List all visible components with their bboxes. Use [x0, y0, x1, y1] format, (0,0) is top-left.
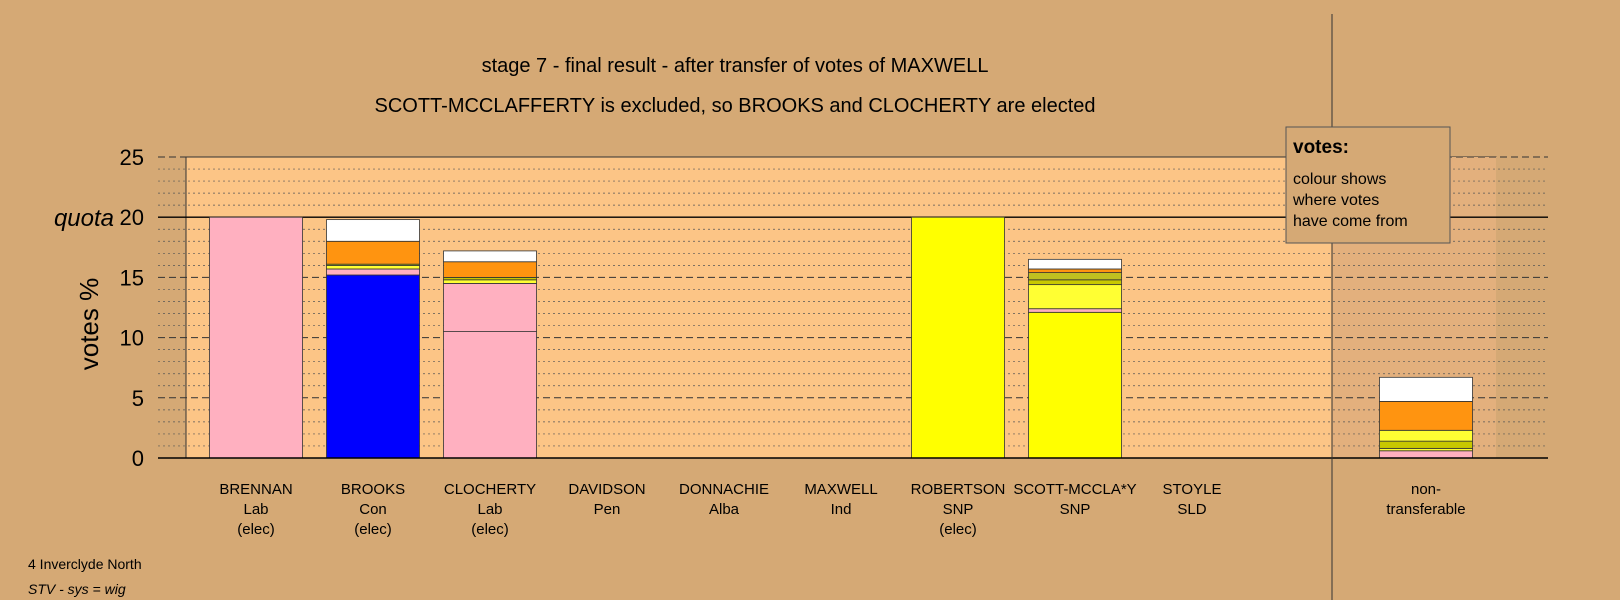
- category-party-label: Ind: [831, 501, 852, 518]
- y-axis-label: votes %: [74, 278, 104, 371]
- category-party-label: Lab: [477, 501, 502, 518]
- y-tick-label: 0: [132, 446, 144, 471]
- bar-segment: [911, 216, 1005, 459]
- system-label: STV - sys = wig: [28, 581, 126, 597]
- bar-segment: [1379, 450, 1473, 459]
- bar-segment: [443, 250, 537, 263]
- legend-line-3: have come from: [1293, 213, 1408, 230]
- chart-title: stage 7 - final result - after transfer …: [482, 55, 989, 77]
- chart-subtitle: SCOTT-MCCLAFFERTY is excluded, so BROOKS…: [375, 95, 1096, 117]
- right-margin-panel: [1496, 157, 1548, 458]
- bar-segment: [1028, 308, 1122, 313]
- bar-segment: [326, 274, 420, 459]
- category-party-label: SNP: [1060, 501, 1091, 518]
- bar-segment: [326, 219, 420, 242]
- bar-segment: [1379, 440, 1473, 449]
- category-status-label: (elec): [354, 521, 392, 538]
- category-name-label: CLOCHERTY: [444, 481, 536, 498]
- bar-segment: [1028, 311, 1122, 459]
- bar-segment: [326, 264, 420, 270]
- legend-title: votes:: [1293, 137, 1349, 158]
- category-labels: BRENNAN Lab (elec) BROOKS Con (elec) CLOCHERTY…: [219, 481, 1465, 538]
- category-name-label: STOYLE: [1163, 481, 1222, 498]
- axes: 0 5 10 15 20 25: [120, 14, 1548, 600]
- bar-segment: [1379, 376, 1473, 402]
- category-status-label: (elec): [939, 521, 977, 538]
- quota-label: quota: [54, 205, 114, 232]
- category-party-label: Pen: [594, 501, 621, 518]
- bars: [209, 216, 1473, 459]
- bar-segment: [1028, 272, 1122, 281]
- bar-stack: [443, 250, 537, 459]
- category-name-label: BRENNAN: [219, 481, 292, 498]
- category-party-label: Con: [359, 501, 387, 518]
- category-name-label: SCOTT-MCCLA*Y: [1013, 481, 1136, 498]
- bar-segment: [1028, 268, 1122, 273]
- y-tick-label: 5: [132, 386, 144, 411]
- category-status-label: (elec): [471, 521, 509, 538]
- bar-stack: [209, 216, 303, 459]
- category-name-label: BROOKS: [341, 481, 405, 498]
- legend-box: votes: colour shows where votes have com…: [1285, 126, 1451, 244]
- legend-line-1: colour shows: [1293, 171, 1386, 188]
- bar-stack: [1028, 258, 1122, 459]
- y-tick-label: 20: [120, 205, 144, 230]
- bar-segment: [1028, 258, 1122, 270]
- category-party-label: transferable: [1386, 501, 1465, 518]
- constituency-label: 4 Inverclyde North: [28, 556, 142, 572]
- bar-segment: [326, 240, 420, 265]
- bar-segment: [443, 279, 537, 284]
- category-status-label: (elec): [237, 521, 275, 538]
- category-name-label: ROBERTSON: [911, 481, 1006, 498]
- category-name-label: DAVIDSON: [568, 481, 645, 498]
- category-party-label: Lab: [243, 501, 268, 518]
- category-name-label: MAXWELL: [804, 481, 877, 498]
- bar-segment: [443, 331, 537, 459]
- bar-segment: [1028, 284, 1122, 310]
- bar-stack: [911, 216, 1005, 459]
- bar-segment: [443, 261, 537, 278]
- y-tick-label: 10: [120, 326, 144, 351]
- category-name-label: non-: [1411, 481, 1441, 498]
- y-tick-label: 15: [120, 265, 144, 290]
- bar-segment: [1028, 279, 1122, 286]
- bar-segment: [209, 216, 303, 459]
- bar-segment: [326, 268, 420, 276]
- category-party-label: SNP: [943, 501, 974, 518]
- legend-line-2: where votes: [1292, 192, 1379, 209]
- bar-segment: [1379, 401, 1473, 431]
- bar-segment: [443, 283, 537, 332]
- category-party-label: SLD: [1177, 501, 1206, 518]
- bar-stack: [1379, 376, 1473, 459]
- y-tick-label: 25: [120, 145, 144, 170]
- category-name-label: DONNACHIE: [679, 481, 769, 498]
- category-party-label: Alba: [709, 501, 740, 518]
- bar-segment: [1379, 429, 1473, 442]
- bar-stack: [326, 219, 420, 459]
